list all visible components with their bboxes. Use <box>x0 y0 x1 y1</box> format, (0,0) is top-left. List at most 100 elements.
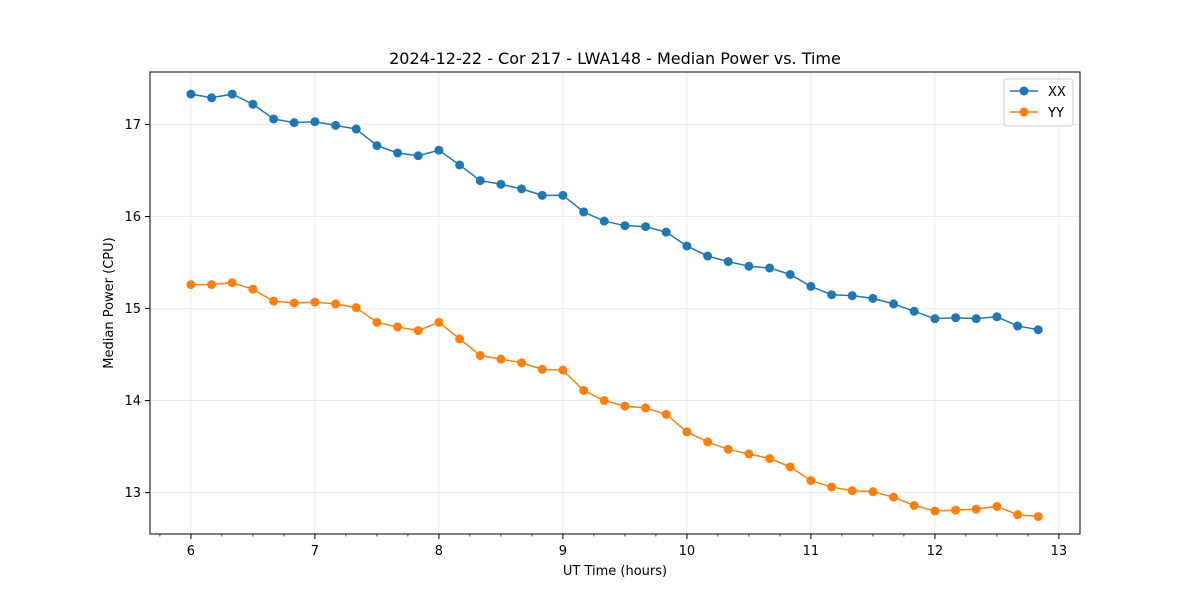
x-tick-label: 12 <box>927 544 944 559</box>
data-point-xx <box>413 151 423 161</box>
data-point-xx <box>331 120 341 130</box>
data-point-xx <box>475 176 485 186</box>
data-point-xx <box>889 299 899 309</box>
x-tick-label: 11 <box>803 544 820 559</box>
data-point-yy <box>889 492 899 502</box>
data-point-yy <box>372 317 382 327</box>
series-xx <box>186 89 1043 335</box>
axis-ticks: 6 7 8 9 10 11 12 13 13 14 15 16 17 <box>124 118 1067 559</box>
data-point-xx <box>351 124 361 134</box>
data-point-xx <box>455 160 465 170</box>
series-yy <box>186 278 1043 522</box>
data-point-yy <box>909 500 919 510</box>
legend-marker-xx <box>1019 86 1029 96</box>
data-point-xx <box>930 314 940 324</box>
data-point-xx <box>599 216 609 226</box>
data-point-yy <box>785 462 795 472</box>
data-point-xx <box>434 145 444 155</box>
data-point-yy <box>207 280 217 290</box>
data-point-yy <box>227 278 237 288</box>
y-tick-label: 13 <box>124 486 141 501</box>
data-point-yy <box>455 334 465 344</box>
legend: XX YY <box>1003 78 1074 127</box>
x-axis-label: UT Time (hours) <box>563 564 667 579</box>
legend-label-xx: XX <box>1048 85 1066 100</box>
data-point-xx <box>661 227 671 237</box>
data-point-xx <box>227 89 237 99</box>
x-tick-label: 6 <box>187 544 195 559</box>
data-point-yy <box>186 280 196 290</box>
data-point-yy <box>537 364 547 374</box>
data-point-yy <box>331 299 341 309</box>
data-point-xx <box>496 179 506 189</box>
data-point-xx <box>909 306 919 316</box>
data-point-xx <box>620 221 630 231</box>
data-point-yy <box>269 296 279 306</box>
data-point-xx <box>1013 321 1023 331</box>
x-tick-label: 8 <box>435 544 443 559</box>
data-point-xx <box>372 141 382 151</box>
y-tick-label: 17 <box>124 118 141 133</box>
x-tick-label: 7 <box>311 544 319 559</box>
data-point-yy <box>723 444 733 454</box>
data-point-xx <box>868 293 878 303</box>
data-point-xx <box>765 263 775 273</box>
data-point-xx <box>269 114 279 124</box>
data-point-xx <box>248 99 258 109</box>
data-point-xx <box>703 251 713 261</box>
legend-label-yy: YY <box>1047 106 1064 121</box>
data-point-yy <box>744 449 754 459</box>
data-point-yy <box>620 401 630 411</box>
data-point-yy <box>248 284 258 294</box>
data-point-xx <box>393 148 403 158</box>
data-point-xx <box>310 117 320 127</box>
data-point-yy <box>971 504 981 514</box>
data-point-yy <box>951 505 961 515</box>
plot-frame <box>149 71 1081 535</box>
data-point-xx <box>207 93 217 103</box>
data-point-yy <box>475 350 485 360</box>
data-point-xx <box>517 184 527 194</box>
data-point-xx <box>682 241 692 251</box>
series-group <box>186 89 1043 522</box>
data-point-yy <box>930 506 940 516</box>
y-tick-label: 15 <box>124 302 141 317</box>
data-point-yy <box>558 365 568 375</box>
data-point-yy <box>289 298 299 308</box>
data-point-yy <box>1033 512 1043 522</box>
data-point-xx <box>641 222 651 232</box>
data-point-xx <box>558 190 568 200</box>
y-tick-label: 16 <box>124 210 141 225</box>
data-point-yy <box>992 501 1002 511</box>
data-point-xx <box>723 257 733 267</box>
data-point-xx <box>847 291 857 301</box>
data-point-yy <box>517 358 527 368</box>
y-axis-label: Median Power (CPU) <box>102 237 117 368</box>
data-point-yy <box>827 482 837 492</box>
data-point-xx <box>827 290 837 300</box>
data-point-xx <box>785 269 795 279</box>
data-point-yy <box>661 409 671 419</box>
data-point-yy <box>806 476 816 486</box>
data-point-yy <box>434 317 444 327</box>
data-point-yy <box>682 427 692 437</box>
data-point-yy <box>1013 510 1023 520</box>
data-point-yy <box>868 487 878 497</box>
data-point-xx <box>971 314 981 324</box>
data-point-xx <box>806 281 816 291</box>
data-point-yy <box>393 322 403 332</box>
data-point-xx <box>537 190 547 200</box>
data-point-yy <box>310 297 320 307</box>
data-point-yy <box>847 486 857 496</box>
data-point-yy <box>703 437 713 447</box>
data-point-xx <box>289 118 299 128</box>
data-point-xx <box>744 261 754 271</box>
data-point-yy <box>496 354 506 364</box>
data-point-yy <box>413 326 423 336</box>
chart-title: 2024-12-22 - Cor 217 - LWA148 - Median P… <box>389 49 841 68</box>
x-tick-label: 9 <box>559 544 567 559</box>
data-point-xx <box>579 207 589 217</box>
x-tick-label: 10 <box>679 544 696 559</box>
